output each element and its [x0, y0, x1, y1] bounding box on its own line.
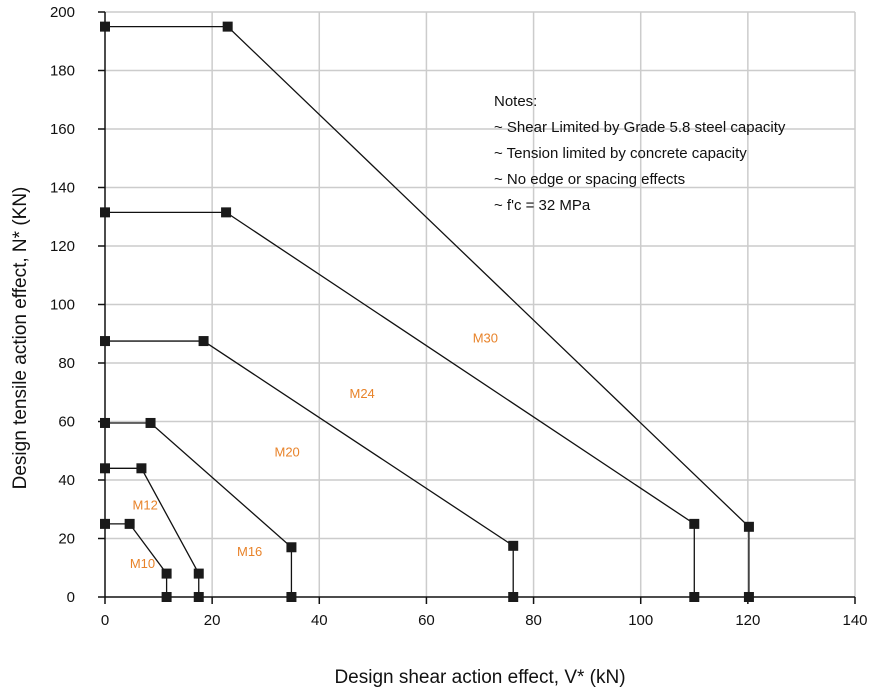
series-line-m20	[105, 340, 514, 597]
x-tick-label: 100	[628, 612, 653, 629]
series-line-m10	[105, 523, 168, 597]
series-line-m30	[105, 25, 750, 597]
x-tick-label: 0	[101, 612, 109, 629]
series-labels: M10 M12 M16 M20 M24 M30	[130, 331, 498, 571]
data-point-m24	[689, 592, 700, 602]
series-label-m30: M30	[473, 331, 498, 346]
y-tick-label: 20	[58, 531, 75, 548]
data-point-m30	[743, 521, 754, 532]
y-tick-label: 40	[58, 472, 75, 489]
data-point-m10	[100, 518, 110, 529]
data-point-m30	[222, 21, 233, 32]
y-tick-label: 140	[50, 180, 75, 197]
note-line: ~ f'c = 32 MPa	[494, 197, 591, 214]
series-label-m10: M10	[130, 556, 155, 571]
note-line: ~ No edge or spacing effects	[494, 171, 685, 188]
series-label-m24: M24	[349, 386, 374, 401]
data-point-m20	[198, 336, 209, 347]
series-line-m12	[105, 467, 200, 597]
data-point-m16	[286, 592, 297, 602]
note-line: ~ Tension limited by concrete capacity	[494, 145, 747, 162]
data-point-m16	[100, 417, 110, 428]
x-tick-label: 60	[418, 612, 435, 629]
data-point-m24	[221, 207, 232, 218]
series-label-m16: M16	[237, 544, 262, 559]
series-line-m16	[105, 422, 293, 597]
data-point-m12	[100, 463, 110, 474]
grid-lines	[105, 11, 856, 597]
series-label-m20: M20	[274, 445, 299, 460]
data-point-m30	[100, 21, 110, 32]
note-line: ~ Shear Limited by Grade 5.8 steel capac…	[494, 119, 786, 136]
y-tick-label: 120	[50, 238, 75, 255]
data-markers	[100, 21, 754, 602]
y-tick-label: 0	[67, 589, 75, 606]
x-tick-label: 40	[311, 612, 328, 629]
data-point-m24	[689, 518, 700, 529]
data-point-m12	[193, 592, 204, 602]
data-point-m10	[161, 568, 172, 579]
y-tick-label: 160	[50, 121, 75, 138]
x-tick-label: 80	[525, 612, 542, 629]
tick-marks: 0 20 40 60 80 100 120 140 0 20 40 60 80 100 120 140 160 1…	[50, 4, 868, 629]
data-point-m12	[136, 463, 147, 474]
y-tick-label: 60	[58, 414, 75, 431]
x-tick-label: 140	[842, 612, 867, 629]
series-line-m24	[105, 211, 695, 597]
x-axis-title: Design shear action effect, V* (kN)	[334, 667, 625, 688]
data-point-m20	[508, 540, 519, 551]
x-tick-label: 120	[735, 612, 760, 629]
data-point-m16	[145, 417, 156, 428]
notes-block: Notes: ~ Shear Limited by Grade 5.8 steel…	[494, 93, 786, 214]
data-point-m10	[161, 592, 172, 602]
y-tick-label: 180	[50, 63, 75, 80]
series-lines	[105, 25, 750, 597]
data-point-m10	[124, 518, 135, 529]
data-point-m24	[100, 207, 110, 218]
data-point-m20	[508, 592, 519, 602]
data-point-m20	[100, 336, 110, 347]
x-tick-label: 20	[204, 612, 221, 629]
y-tick-label: 100	[50, 297, 75, 314]
data-point-m30	[743, 592, 754, 602]
series-label-m12: M12	[133, 497, 158, 512]
y-tick-label: 200	[50, 4, 75, 21]
notes-heading: Notes:	[494, 93, 537, 110]
data-point-m12	[193, 568, 204, 579]
data-point-m16	[286, 542, 297, 553]
y-tick-label: 80	[58, 355, 75, 372]
y-axis-title: Design tensile action effect, N* (KN)	[10, 187, 31, 490]
